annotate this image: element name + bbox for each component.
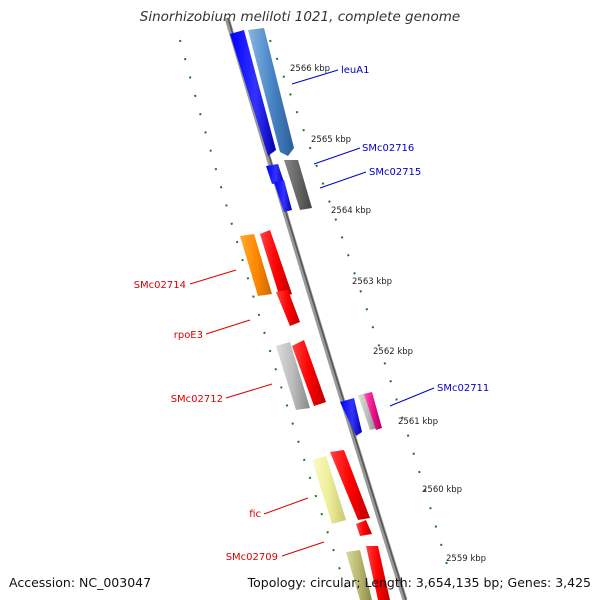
feature-SMc02712-gray[interactable]	[276, 342, 310, 410]
connector-fic	[263, 497, 309, 515]
map-title: Sinorhizobium meliloti 1021, complete ge…	[139, 9, 461, 25]
gene-label-leuA1[interactable]: leuA1	[341, 65, 369, 76]
connector-leuA1	[291, 69, 339, 85]
feature-small-red[interactable]	[356, 520, 372, 536]
tick-label: 2562 kbp	[373, 347, 413, 357]
feature-SMc02711-blue[interactable]	[340, 398, 362, 436]
connector-SMc02715	[319, 171, 367, 189]
forward-features	[248, 28, 390, 600]
gene-labels: leuA1 SMc02716 SMc02715 SMc02714 rpoE3 S…	[134, 65, 490, 563]
feature-SMc02716[interactable]	[266, 164, 284, 184]
gene-label-SMc02715[interactable]: SMc02715	[369, 167, 421, 178]
gene-label-SMc02711[interactable]: SMc02711	[437, 383, 489, 394]
gene-label-SMc02712[interactable]: SMc02712	[171, 394, 223, 405]
gene-label-rpoE3[interactable]: rpoE3	[174, 330, 203, 341]
connector-SMc02709	[281, 541, 325, 557]
topology-text: Topology: circular; Length: 3,654,135 bp…	[247, 575, 591, 590]
accession-text: Accession: NC_003047	[9, 575, 152, 590]
tick-label: 2563 kbp	[352, 277, 392, 287]
gene-label-fic[interactable]: fic	[249, 509, 261, 520]
connector-SMc02712	[225, 383, 273, 399]
gene-label-SMc02714[interactable]: SMc02714	[134, 280, 186, 291]
label-connectors	[189, 69, 435, 557]
feature-SMc02708[interactable]	[366, 546, 390, 600]
feature-SMc02714[interactable]	[240, 234, 272, 296]
tick-label: 2564 kbp	[331, 206, 371, 216]
gene-label-SMc02709[interactable]: SMc02709	[226, 552, 278, 563]
feature-SMc02710[interactable]	[330, 450, 370, 520]
reverse-features	[230, 30, 372, 600]
feature-fic[interactable]	[312, 456, 346, 524]
feature-SMc02709[interactable]	[346, 550, 372, 600]
feature-rpoE3[interactable]	[276, 290, 300, 326]
connector-rpoE3	[205, 319, 251, 335]
inner-tick-ring	[179, 39, 351, 600]
connector-SMc02714	[189, 269, 237, 285]
feature-blue-top[interactable]	[230, 30, 276, 156]
tick-labels: 2566 kbp 2565 kbp 2564 kbp 2563 kbp 2562…	[290, 64, 486, 564]
connector-SMc02711	[389, 387, 435, 407]
feature-SMc02711-pink[interactable]	[364, 392, 382, 430]
gene-label-SMc02716[interactable]: SMc02716	[362, 143, 414, 154]
connector-SMc02716	[313, 147, 361, 165]
feature-SMc02715[interactable]	[284, 160, 312, 210]
tick-label: 2560 kbp	[422, 485, 462, 495]
tick-label: 2561 kbp	[398, 417, 438, 427]
feature-leuA1[interactable]	[248, 28, 294, 156]
tick-label: 2565 kbp	[311, 135, 351, 145]
feature-rpoE3-top[interactable]	[260, 230, 292, 298]
tick-label: 2566 kbp	[290, 64, 330, 74]
tick-label: 2559 kbp	[446, 554, 486, 564]
feature-SMc02712-red[interactable]	[292, 340, 326, 406]
feature-SMc02716b[interactable]	[274, 180, 292, 212]
